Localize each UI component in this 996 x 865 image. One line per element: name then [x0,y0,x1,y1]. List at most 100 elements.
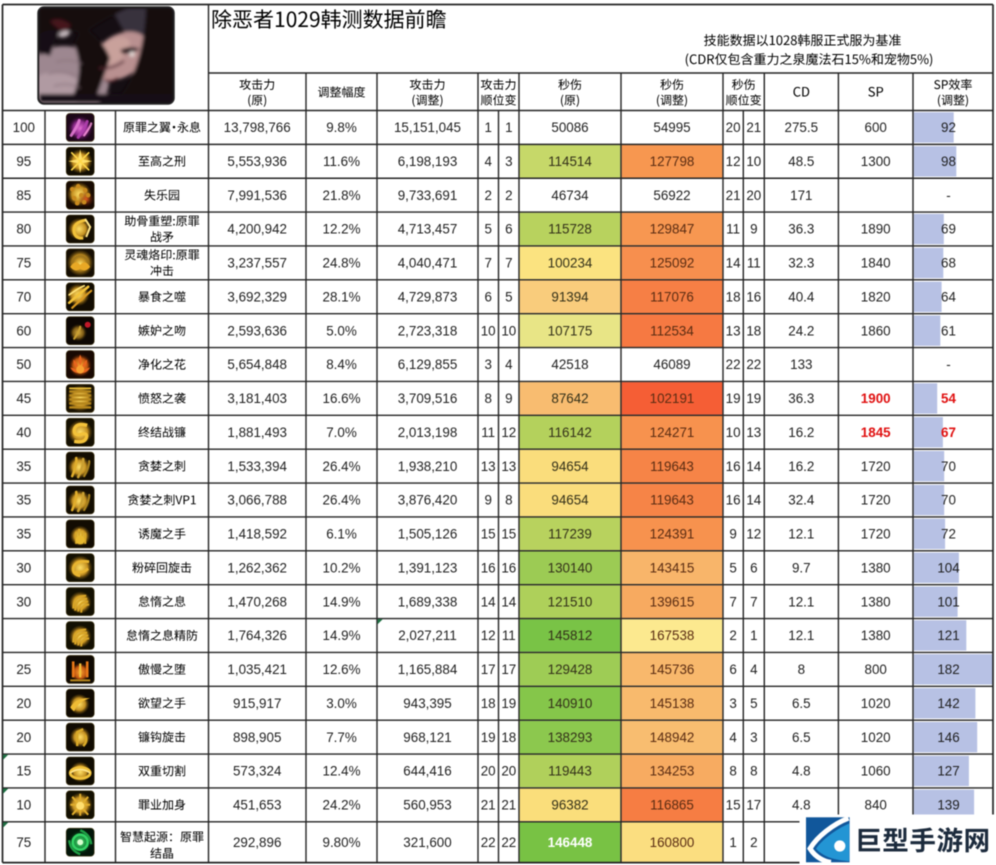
svg-text:14: 14 [746,493,761,508]
svg-text:1: 1 [484,120,491,135]
svg-text:139615: 139615 [650,594,695,609]
svg-text:13: 13 [746,425,761,440]
svg-text:5: 5 [729,560,736,575]
svg-text:8: 8 [484,391,491,406]
svg-text:129428: 129428 [548,662,593,677]
svg-text:16: 16 [726,459,741,474]
svg-text:14: 14 [746,459,761,474]
svg-text:4: 4 [505,357,513,372]
svg-text:6: 6 [750,560,757,575]
svg-text:11: 11 [481,425,495,440]
svg-text:56922: 56922 [653,188,690,203]
svg-text:138293: 138293 [548,730,593,745]
svg-text:134253: 134253 [650,764,695,779]
svg-text:22: 22 [501,835,516,850]
svg-text:13: 13 [481,459,496,474]
svg-text:24.8%: 24.8% [323,256,361,271]
svg-text:19: 19 [481,730,496,745]
svg-text:19: 19 [746,391,761,406]
svg-text:64: 64 [941,290,956,305]
svg-text:127798: 127798 [650,154,695,169]
svg-text:67: 67 [941,425,956,440]
svg-text:-: - [946,188,950,203]
svg-text:-: - [946,357,950,372]
svg-text:121: 121 [937,628,959,643]
svg-text:3,876,420: 3,876,420 [398,493,458,508]
svg-text:42518: 42518 [551,357,588,372]
svg-text:4: 4 [750,662,758,677]
svg-text:145812: 145812 [548,628,593,643]
svg-text:20: 20 [726,120,741,135]
svg-text:10: 10 [746,154,761,169]
svg-text:1060: 1060 [861,764,891,779]
svg-text:50: 50 [16,357,31,372]
svg-text:1840: 1840 [861,256,891,271]
svg-text:5,654,848: 5,654,848 [227,357,287,372]
svg-text:133: 133 [790,357,812,372]
svg-text:3,181,403: 3,181,403 [227,391,287,406]
svg-text:4.8: 4.8 [792,798,811,813]
svg-text:560,953: 560,953 [403,798,451,813]
svg-text:15: 15 [481,527,496,542]
svg-text:644,416: 644,416 [403,764,451,779]
svg-text:9.80%: 9.80% [323,835,361,850]
svg-text:2,013,198: 2,013,198 [398,425,458,440]
svg-text:6.5: 6.5 [792,696,811,711]
svg-text:2,027,211: 2,027,211 [398,628,457,643]
svg-text:48.5: 48.5 [788,154,814,169]
svg-text:117239: 117239 [548,527,592,542]
svg-text:21: 21 [501,798,516,813]
svg-text:24.2: 24.2 [788,323,814,338]
svg-text:1,035,421: 1,035,421 [227,662,287,677]
svg-text:14: 14 [501,594,516,609]
svg-text:12: 12 [746,527,761,542]
svg-text:9: 9 [505,391,512,406]
svg-text:1: 1 [505,120,512,135]
svg-text:321,600: 321,600 [403,835,451,850]
svg-text:70: 70 [16,290,31,305]
svg-text:28.1%: 28.1% [323,290,361,305]
svg-text:12.1: 12.1 [788,594,814,609]
svg-text:116142: 116142 [548,425,592,440]
svg-text:6,198,193: 6,198,193 [398,154,458,169]
svg-text:70: 70 [941,493,956,508]
svg-text:7.7%: 7.7% [326,730,357,745]
svg-text:2,723,318: 2,723,318 [398,323,458,338]
svg-text:160800: 160800 [650,835,695,850]
svg-text:1,505,126: 1,505,126 [398,527,458,542]
svg-text:1020: 1020 [861,730,891,745]
svg-text:21: 21 [481,798,496,813]
svg-text:130140: 130140 [548,560,593,575]
svg-text:5: 5 [484,222,491,237]
svg-text:60: 60 [16,323,31,338]
svg-text:3: 3 [729,696,736,711]
svg-text:4,040,471: 4,040,471 [398,256,458,271]
svg-text:16.6%: 16.6% [323,391,361,406]
svg-text:167538: 167538 [650,628,695,643]
svg-text:15: 15 [726,798,741,813]
svg-text:5: 5 [750,696,757,711]
svg-text:17: 17 [481,662,496,677]
svg-text:9: 9 [729,527,736,542]
svg-text:16: 16 [726,493,741,508]
svg-text:968,121: 968,121 [403,730,451,745]
svg-text:7,991,536: 7,991,536 [227,188,287,203]
svg-text:3: 3 [484,357,491,372]
svg-text:12: 12 [501,425,516,440]
svg-text:3: 3 [505,154,512,169]
svg-text:6: 6 [484,290,491,305]
svg-text:9: 9 [484,493,491,508]
svg-text:16: 16 [746,290,761,305]
svg-text:14.9%: 14.9% [323,594,361,609]
svg-text:898,905: 898,905 [233,730,281,745]
svg-text:1: 1 [729,835,736,850]
svg-text:146: 146 [937,730,959,745]
svg-text:145736: 145736 [650,662,695,677]
svg-text:16: 16 [481,560,496,575]
svg-text:840: 840 [865,798,887,813]
svg-text:18: 18 [746,323,761,338]
svg-text:119443: 119443 [548,764,592,779]
svg-text:26.4%: 26.4% [323,493,361,508]
svg-text:104: 104 [937,560,960,575]
svg-text:6.5: 6.5 [792,730,811,745]
